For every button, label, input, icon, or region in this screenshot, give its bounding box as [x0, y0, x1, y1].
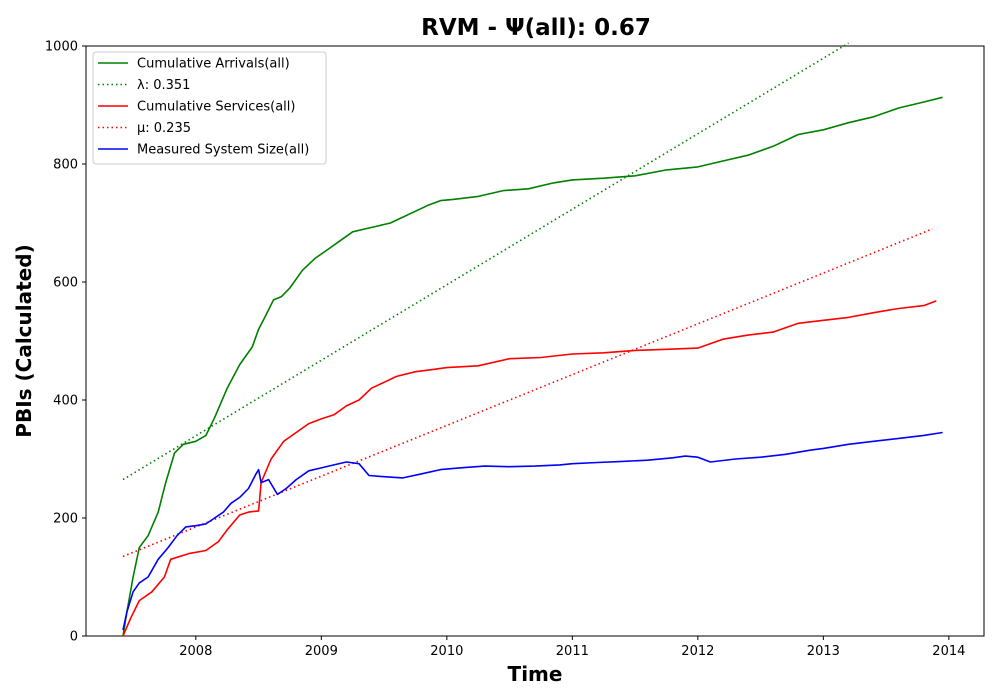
x-axis-ticks: 2008 2009 2010 2011 2012 2013 2014	[179, 636, 965, 659]
x-tick-label: 2014	[932, 644, 965, 659]
series-line-1	[122, 42, 849, 481]
x-tick-label: 2011	[556, 644, 589, 659]
legend-label-3: μ: 0.235	[137, 121, 191, 136]
chart-title: RVM - Ψ(all): 0.67	[421, 15, 651, 41]
x-tick-label: 2010	[430, 644, 463, 659]
x-tick-label: 2012	[681, 644, 714, 659]
x-axis-label: Time	[508, 662, 563, 686]
x-tick-label: 2009	[305, 644, 338, 659]
series-layer	[122, 42, 943, 637]
y-tick-label: 600	[53, 276, 78, 291]
series-line-3	[122, 228, 933, 558]
legend-label-2: Cumulative Services(all)	[137, 100, 295, 115]
legend-label-0: Cumulative Arrivals(all)	[137, 57, 290, 72]
legend-label-4: Measured System Size(all)	[137, 143, 309, 158]
series-line-0	[122, 96, 943, 637]
y-axis-ticks: 0 200 400 600 800 1000	[45, 40, 86, 645]
y-axis-label: PBIs (Calculated)	[12, 244, 36, 437]
series-line-4	[122, 431, 943, 631]
y-tick-label: 800	[53, 158, 78, 173]
x-tick-label: 2013	[807, 644, 840, 659]
legend: Cumulative Arrivals(all) λ: 0.351 Cumulati…	[92, 51, 327, 165]
y-tick-label: 0	[70, 630, 78, 645]
series-line-2	[122, 300, 937, 637]
legend-box	[92, 51, 327, 165]
x-tick-label: 2008	[179, 644, 212, 659]
y-tick-label: 400	[53, 394, 78, 409]
y-tick-label: 1000	[45, 40, 78, 55]
y-tick-label: 200	[53, 512, 78, 527]
legend-items: Cumulative Arrivals(all) λ: 0.351 Cumulati…	[98, 57, 309, 158]
legend-label-1: λ: 0.351	[137, 78, 190, 93]
